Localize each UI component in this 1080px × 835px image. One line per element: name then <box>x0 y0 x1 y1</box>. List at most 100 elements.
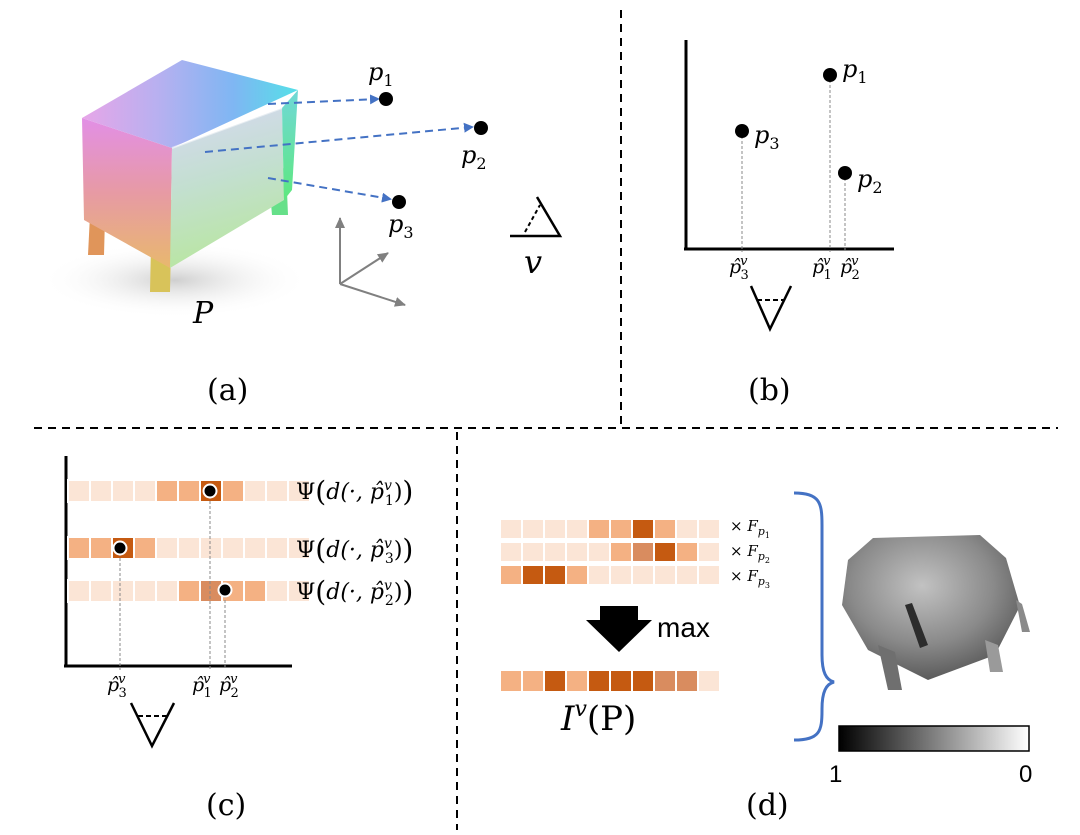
label-p1: p1 <box>368 58 394 90</box>
c-point-p1 <box>202 483 218 499</box>
c-row-1-cell <box>67 479 91 503</box>
d-row-2-cell <box>543 541 567 563</box>
max-operation-label: max <box>657 612 710 643</box>
b-tick-p2hat: p̂v 2 <box>840 254 860 283</box>
viewpoint-label: v <box>524 243 542 281</box>
c-row-3-cell <box>89 579 113 603</box>
colorbar-max-label: 0 <box>1019 761 1032 788</box>
b-label-p3: p3 <box>754 121 780 153</box>
panel-c: Ψ(d(·, p̂v 1)) Ψ(d(·, p̂v 3)) Ψ(d(·, p̂v 2)… <box>64 456 413 823</box>
axes-icon <box>335 217 406 307</box>
c-row-1-cell <box>177 479 201 503</box>
d-result-cell <box>587 669 611 693</box>
c-row-3-cell <box>287 579 311 603</box>
b-point-p2 <box>838 166 852 180</box>
down-arrow-icon <box>586 606 652 652</box>
label-p3: p3 <box>388 210 414 242</box>
b-label-p1: p1 <box>842 55 868 87</box>
d-row-2-cell <box>631 541 655 563</box>
d-row-1-cell <box>697 518 721 540</box>
d-feature-label-3: × Fp3 <box>730 567 770 590</box>
b-tick-p3hat: p̂v 3 <box>729 254 749 283</box>
caption-c: (c) <box>206 788 246 823</box>
b-label-p2: p2 <box>857 165 883 197</box>
d-row-1-cell <box>521 518 545 540</box>
d-row-3-cell <box>565 564 589 586</box>
object-label: P <box>192 296 214 331</box>
c-row-2-cell <box>177 536 201 560</box>
caption-a: (a) <box>207 373 248 408</box>
c-row-1-cell <box>155 479 179 503</box>
d-result-cell <box>521 669 545 693</box>
point-p1 <box>379 92 393 106</box>
arrow-p2 <box>204 122 474 153</box>
b-point-p3 <box>735 124 749 138</box>
c-kernel-rows <box>67 479 311 603</box>
viewpoint-eye-icon <box>510 196 563 238</box>
d-result-cell <box>697 669 721 693</box>
caption-b: (b) <box>748 373 791 408</box>
curly-brace <box>793 491 835 742</box>
c-row-1-cell <box>243 479 267 503</box>
c-point-p2 <box>217 582 233 598</box>
b-viewer-eye-icon <box>749 285 793 332</box>
c-row-3-cell <box>243 579 267 603</box>
c-row-2-cell <box>89 536 113 560</box>
d-row-1-cell <box>543 518 567 540</box>
d-result-cell <box>499 669 523 693</box>
arrow-p1 <box>267 94 380 105</box>
d-feature-label-2: × Fp2 <box>730 542 770 565</box>
c-row-2-cell <box>67 536 91 560</box>
c-row-3-cell <box>67 579 91 603</box>
c-row-1-cell <box>221 479 245 503</box>
d-row-3-cell <box>543 564 567 586</box>
c-tick-p2hat: p̂v 2 <box>219 672 239 701</box>
c-row-3-cell <box>265 579 289 603</box>
d-result-cell <box>631 669 655 693</box>
label-p2: p2 <box>461 141 487 173</box>
arrow-p3 <box>267 177 392 203</box>
d-row-3-cell <box>697 564 721 586</box>
c-viewer-eye-icon <box>129 702 176 749</box>
d-result-cell <box>675 669 699 693</box>
c-tick-p3hat: p̂v 3 <box>107 672 127 701</box>
d-row-2-cell <box>697 541 721 563</box>
d-row-3-cell <box>675 564 699 586</box>
d-row-3-cell <box>587 564 611 586</box>
d-row-3-cell <box>609 564 633 586</box>
point-p3 <box>392 195 406 209</box>
d-row-2-cell <box>587 541 611 563</box>
d-result-label: Iv(P) <box>560 697 636 739</box>
c-row-2-cell <box>265 536 289 560</box>
d-row-2-cell <box>565 541 589 563</box>
c-row-2-cell <box>243 536 267 560</box>
d-row-2-cell <box>653 541 677 563</box>
b-tick-p1hat: p̂v 1 <box>812 254 832 283</box>
d-feature-rows <box>499 518 721 586</box>
c-row-2-cell <box>155 536 179 560</box>
d-row-2-cell <box>609 541 633 563</box>
d-row-2-cell <box>499 541 523 563</box>
d-row-2-cell <box>675 541 699 563</box>
d-row-3-cell <box>653 564 677 586</box>
c-row-1-cell <box>287 479 311 503</box>
c-row-2-cell <box>133 536 157 560</box>
d-result-cell <box>565 669 589 693</box>
c-row-1-cell <box>133 479 157 503</box>
c-row-3-cell <box>177 579 201 603</box>
d-feature-label-1: × Fp1 <box>730 517 770 540</box>
c-row-label-2: Ψ(d(·, p̂v 3)) <box>296 533 413 567</box>
c-row-2-cell <box>199 536 223 560</box>
depth-silhouette-image <box>842 535 1030 690</box>
c-point-p3 <box>112 540 128 556</box>
c-row-3-cell <box>133 579 157 603</box>
d-row-1-cell <box>653 518 677 540</box>
c-row-2-cell <box>287 536 311 560</box>
c-row-label-1: Ψ(d(·, p̂v 1)) <box>296 475 413 509</box>
d-row-1-cell <box>499 518 523 540</box>
d-row-3-cell <box>631 564 655 586</box>
d-result-row <box>499 669 721 693</box>
c-row-label-3: Ψ(d(·, p̂v 2)) <box>296 575 413 609</box>
point-p2 <box>474 121 488 135</box>
